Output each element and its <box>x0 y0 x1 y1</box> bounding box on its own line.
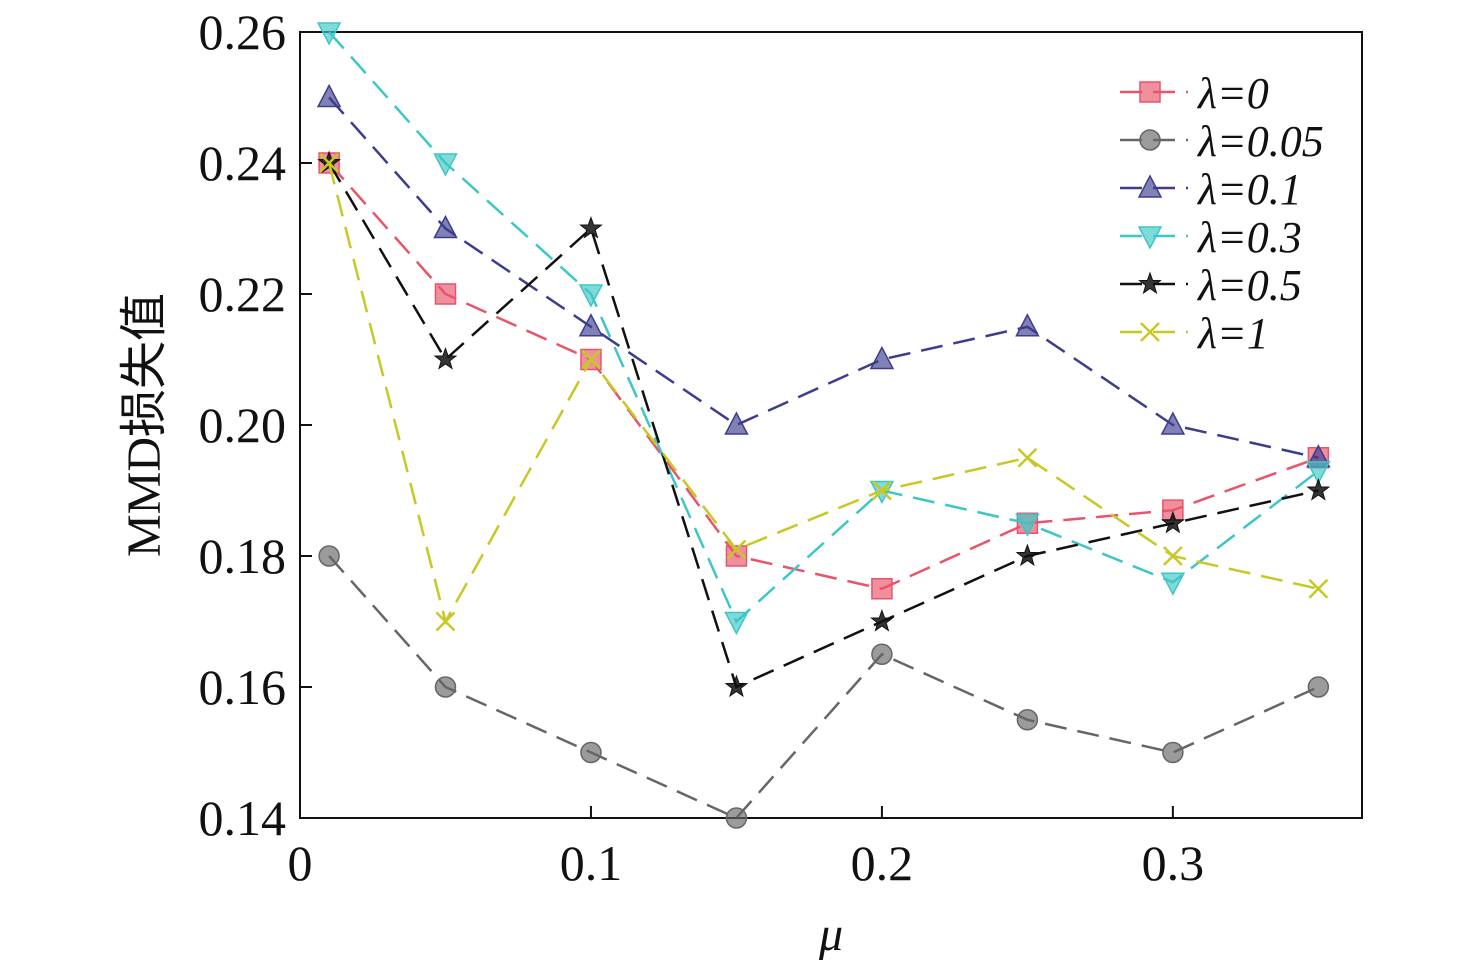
data-point <box>869 345 895 370</box>
data-point <box>726 539 747 560</box>
data-point <box>434 283 457 305</box>
data-point <box>433 153 458 177</box>
data-point <box>579 216 603 239</box>
data-point <box>316 22 342 46</box>
data-point <box>1162 741 1184 764</box>
series-5 <box>319 153 1329 632</box>
legend-label: λ=0.05 <box>1196 117 1324 166</box>
legend-label: λ=0.1 <box>1196 165 1302 214</box>
data-point <box>319 153 339 173</box>
data-point <box>578 284 604 308</box>
y-tick-label: 0.24 <box>199 135 287 191</box>
data-point <box>435 611 456 632</box>
legend-entry: λ=1 <box>1120 309 1269 358</box>
y-axis-label: MMD损失值 <box>118 293 171 557</box>
data-point <box>872 480 892 501</box>
data-point <box>1306 478 1331 501</box>
data-point <box>724 674 749 698</box>
data-point <box>1017 447 1038 468</box>
legend-marker <box>1140 322 1160 342</box>
y-tick-label: 0.18 <box>199 528 287 584</box>
data-point <box>1015 513 1040 537</box>
series-line <box>327 162 1319 625</box>
series-line <box>328 96 1319 460</box>
series-line <box>328 555 1319 820</box>
legend-marker <box>1139 129 1161 151</box>
data-point <box>1306 461 1331 485</box>
x-tick-label: 0.2 <box>851 835 914 891</box>
y-tick-label: 0.20 <box>199 397 287 453</box>
data-point <box>1307 676 1330 698</box>
y-tick-label: 0.26 <box>199 4 287 60</box>
series-3 <box>316 22 1331 636</box>
series-1 <box>318 545 1330 829</box>
data-point <box>724 411 749 435</box>
data-point <box>316 83 342 108</box>
x-tick-label: 0.1 <box>560 835 623 891</box>
data-point <box>724 611 749 636</box>
legend-label: λ=0 <box>1196 69 1269 118</box>
data-point <box>433 347 458 370</box>
data-point <box>1308 578 1329 599</box>
data-point <box>581 349 601 370</box>
legend-marker <box>1137 226 1163 250</box>
x-axis-label: μ <box>818 908 843 961</box>
data-point <box>870 609 894 632</box>
series-0 <box>318 152 1330 600</box>
data-point <box>725 807 748 829</box>
data-point <box>725 545 748 567</box>
legend-entry: λ=0 <box>1120 69 1269 118</box>
x-tick-label: 0.3 <box>1142 835 1205 891</box>
data-point <box>1016 709 1039 731</box>
data-point <box>1161 510 1185 534</box>
legend-marker <box>1138 271 1162 295</box>
data-point <box>1160 572 1186 596</box>
y-tick-label: 0.14 <box>199 790 287 846</box>
y-tick-label: 0.16 <box>199 659 287 715</box>
data-point <box>433 214 458 239</box>
data-point <box>1162 546 1183 566</box>
legend-label: λ=0.5 <box>1196 261 1302 310</box>
legend-entry: λ=0.05 <box>1120 117 1324 166</box>
x-tick-label: 0 <box>288 835 313 891</box>
legend-marker <box>1137 174 1163 198</box>
series-line <box>328 162 1319 591</box>
data-point <box>871 643 893 665</box>
legend-label: λ=0.3 <box>1196 213 1302 262</box>
legend-entry: λ=0.1 <box>1120 165 1302 214</box>
data-point <box>1015 543 1040 567</box>
legend-entry: λ=0.5 <box>1120 261 1302 310</box>
legend-label: λ=1 <box>1196 309 1269 358</box>
data-point <box>580 741 602 764</box>
series-2 <box>316 83 1331 468</box>
data-point <box>871 578 893 600</box>
legend-marker <box>1139 81 1161 103</box>
y-tick-label: 0.22 <box>199 266 287 322</box>
data-point <box>1015 313 1040 337</box>
data-point <box>318 545 340 567</box>
data-point <box>578 313 604 337</box>
series-line <box>328 31 1320 624</box>
legend-entry: λ=0.3 <box>1120 213 1302 262</box>
data-point <box>1160 411 1186 435</box>
data-point <box>434 676 457 698</box>
